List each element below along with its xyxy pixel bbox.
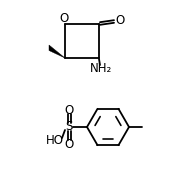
Polygon shape (49, 45, 65, 58)
Text: S: S (65, 120, 73, 134)
Text: NH₂: NH₂ (90, 62, 112, 75)
Text: O: O (59, 11, 69, 25)
Text: O: O (64, 138, 74, 151)
Text: O: O (64, 103, 74, 116)
Text: O: O (115, 15, 125, 28)
Text: HO: HO (46, 135, 64, 148)
